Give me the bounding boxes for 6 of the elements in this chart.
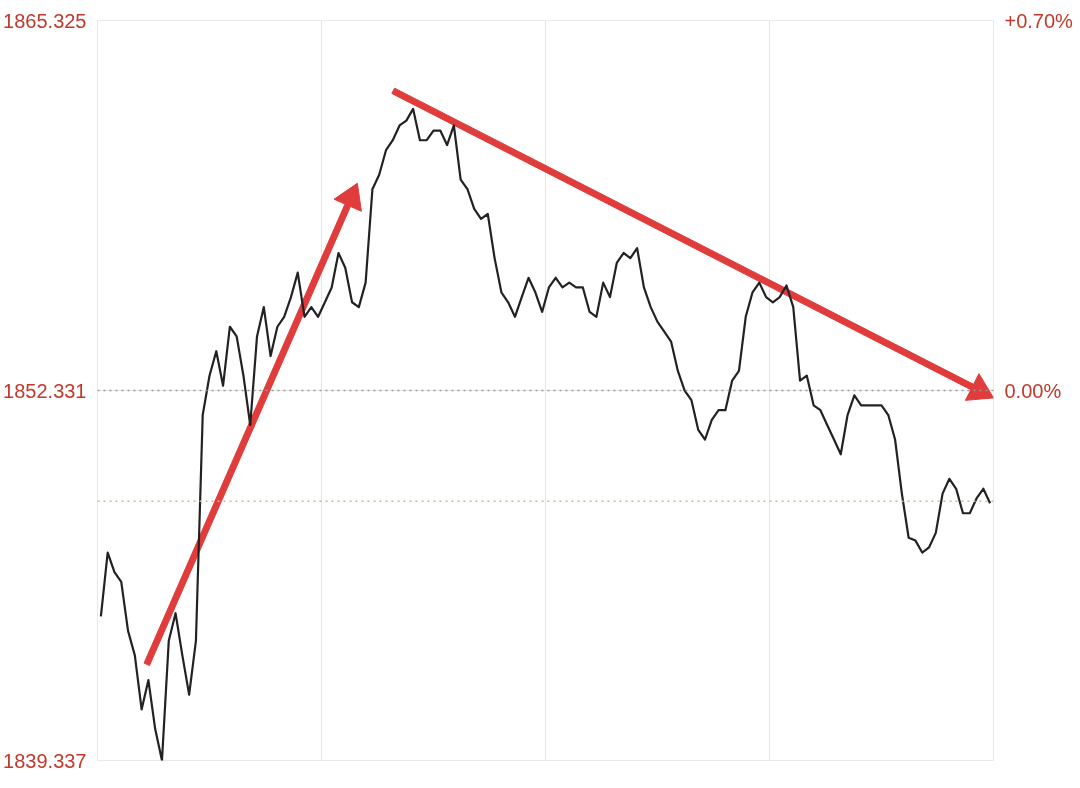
y2-tick-label: +0.70% bbox=[1004, 9, 1074, 32]
line-series bbox=[99, 107, 992, 761]
y-tick-label: 1852.331 bbox=[3, 379, 87, 402]
y-tick-label: 1865.325 bbox=[3, 9, 87, 32]
y2-tick-label: 0.00% bbox=[1004, 379, 1062, 402]
y-tick-label: 1839.337 bbox=[3, 749, 87, 772]
